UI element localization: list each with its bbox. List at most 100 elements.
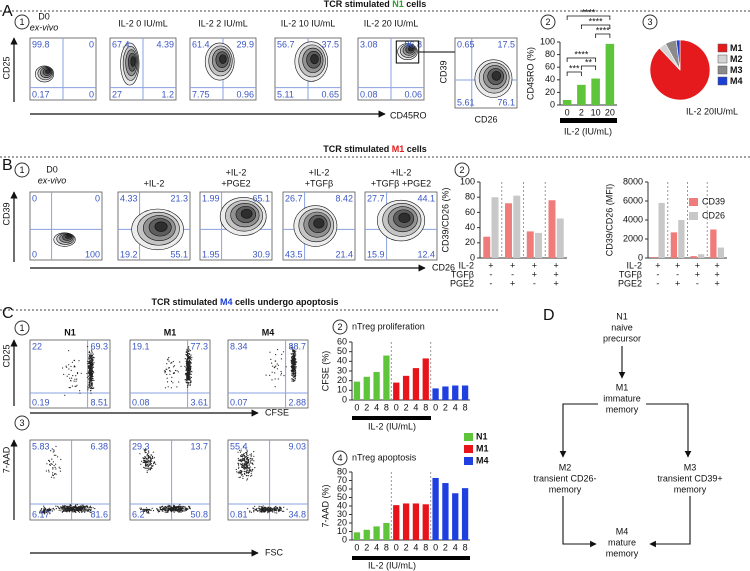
legend-swatch <box>717 76 728 86</box>
event-dot <box>54 472 56 475</box>
event-dot <box>70 508 72 510</box>
event-dot <box>89 379 91 381</box>
event-dot <box>189 384 191 387</box>
event-dot <box>88 352 90 354</box>
event-dot <box>90 390 92 392</box>
event-dot <box>75 509 77 511</box>
event-dot <box>50 476 53 478</box>
event-dot <box>82 510 84 512</box>
event-dot <box>147 464 149 466</box>
event-dot <box>290 347 292 349</box>
event-dot <box>253 510 255 512</box>
event-dot <box>189 358 191 360</box>
condition-sign: + <box>532 260 537 270</box>
quadrant-value: 96.8 <box>404 39 422 49</box>
event-dot <box>62 509 64 511</box>
event-dot <box>87 363 89 365</box>
event-dot <box>168 505 171 507</box>
event-dot <box>272 511 274 513</box>
plot-label: +IL-2 <box>226 167 247 177</box>
legend-label: N1 <box>476 431 488 441</box>
event-dot <box>74 511 76 513</box>
event-dot <box>68 364 70 366</box>
event-dot <box>239 451 241 453</box>
bar <box>491 197 499 258</box>
quadrant-value: 6.38 <box>90 441 108 451</box>
node-text: transient CD26- <box>533 473 596 483</box>
event-dot <box>146 470 148 472</box>
event-dot <box>262 505 264 507</box>
event-dot <box>179 505 181 508</box>
event-dot <box>294 352 296 354</box>
sig-bracket <box>566 57 597 62</box>
event-dot <box>245 466 247 468</box>
event-dot <box>272 365 274 367</box>
bar <box>363 376 370 400</box>
event-dot <box>246 470 248 472</box>
event-dot <box>247 455 249 457</box>
event-dot <box>266 508 268 511</box>
event-dot <box>274 366 276 368</box>
flow-arrow <box>559 403 598 458</box>
event-dot <box>191 359 193 361</box>
event-dot <box>68 350 70 352</box>
event-dot <box>69 503 71 506</box>
event-dot <box>271 371 273 373</box>
event-dot <box>191 356 193 359</box>
event-dot <box>274 386 276 388</box>
event-dot <box>53 477 55 479</box>
event-dot <box>249 466 251 468</box>
event-dot <box>140 460 143 462</box>
quadrant-value: 5.83 <box>32 441 50 451</box>
event-dot <box>270 358 272 360</box>
event-dot <box>70 506 72 508</box>
panel-letter: A <box>2 3 13 20</box>
event-dot <box>144 465 147 467</box>
event-dot <box>242 460 244 462</box>
event-dot <box>250 462 252 464</box>
event-dot <box>170 506 172 508</box>
event-dot <box>269 509 271 511</box>
event-dot <box>277 348 279 351</box>
event-dot <box>150 458 152 460</box>
panel-letter: C <box>2 305 14 322</box>
x-tick-label: 0 <box>354 542 359 552</box>
event-dot <box>246 462 248 465</box>
event-dot <box>242 462 244 464</box>
event-dot <box>150 454 152 456</box>
event-dot <box>69 511 71 513</box>
event-dot <box>52 468 54 470</box>
node-text: precursor <box>603 333 641 343</box>
event-dot <box>293 376 295 378</box>
event-dot <box>48 507 50 509</box>
event-dot <box>292 352 294 354</box>
event-dot <box>82 504 84 506</box>
node-text: M2 <box>559 462 572 472</box>
y-tick-label: 80 <box>545 49 555 59</box>
event-dot <box>49 510 51 512</box>
event-dot <box>60 510 62 512</box>
x-tick-label: 8 <box>384 542 389 552</box>
event-dot <box>251 470 253 472</box>
event-dot <box>147 509 149 511</box>
event-dot <box>144 462 147 464</box>
event-dot <box>156 508 158 510</box>
title-part: N1 <box>392 0 404 9</box>
event-dot <box>89 385 91 387</box>
event-dot <box>89 365 91 367</box>
event-dot <box>76 372 79 374</box>
event-dot <box>49 463 51 466</box>
event-dot <box>89 387 92 389</box>
event-dot <box>244 456 246 458</box>
event-dot <box>180 507 182 509</box>
event-dot <box>64 509 66 511</box>
event-dot <box>189 361 191 363</box>
event-dot <box>179 511 181 513</box>
event-dot <box>190 370 192 372</box>
event-dot <box>139 507 141 509</box>
event-dot <box>150 456 152 458</box>
event-dot <box>277 509 279 511</box>
event-dot <box>168 508 171 510</box>
event-dot <box>250 455 252 457</box>
node-text: M1 <box>616 382 629 392</box>
